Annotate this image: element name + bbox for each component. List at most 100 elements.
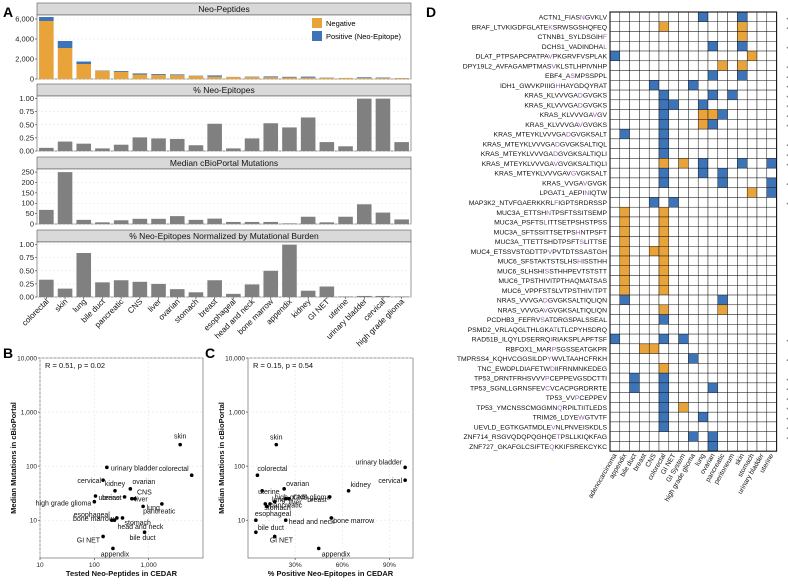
heatmap-cell xyxy=(737,402,748,413)
heatmap-cell xyxy=(697,382,709,393)
heatmap-cell xyxy=(746,80,758,91)
heatmap-cell xyxy=(688,372,699,384)
heatmap-cell xyxy=(609,148,621,159)
heatmap-cell xyxy=(756,148,768,159)
row-label: KRAS_MTEYKLVVVGADGVGKSALTIQLI xyxy=(481,151,607,158)
point-uterine xyxy=(93,494,98,498)
point-label: ovarian xyxy=(286,481,309,488)
heatmap-cell xyxy=(766,382,777,393)
bar-positive xyxy=(39,17,54,21)
heatmap-cell xyxy=(727,80,738,91)
y-tick-label: 0.25 xyxy=(19,133,34,142)
arrow-marker: ← xyxy=(785,119,788,129)
heatmap-cell xyxy=(756,226,768,237)
heatmap-cell xyxy=(678,99,689,110)
point-appendix xyxy=(316,546,321,551)
bar xyxy=(282,127,297,151)
heatmap-cell xyxy=(629,411,640,423)
heatmap-cell xyxy=(746,372,758,384)
heatmap-cell xyxy=(678,411,689,423)
heatmap-cell xyxy=(678,333,689,345)
point-label: uterine xyxy=(258,489,280,496)
heatmap-cell xyxy=(756,109,768,120)
heatmap-cell xyxy=(658,363,670,374)
heatmap-cell xyxy=(756,353,768,364)
heatmap-cell xyxy=(678,197,689,208)
heatmap-cell xyxy=(727,128,738,140)
heatmap-cell xyxy=(717,304,728,315)
bar-negative xyxy=(207,76,222,79)
heatmap-cell xyxy=(688,187,699,198)
heatmap-cell xyxy=(668,31,679,42)
heatmap-cell xyxy=(688,304,699,315)
bar-negative xyxy=(300,77,316,79)
bar xyxy=(188,145,204,151)
heatmap-cell xyxy=(766,285,777,296)
heatmap-cell xyxy=(658,382,670,393)
heatmap-cell xyxy=(737,343,748,354)
heatmap-cell xyxy=(766,41,777,52)
heatmap-cell xyxy=(707,138,719,149)
heatmap-cell xyxy=(648,392,660,403)
heatmap-cell xyxy=(639,216,650,227)
heatmap-cell xyxy=(629,372,640,384)
heatmap-cell xyxy=(697,50,709,62)
heatmap-cell xyxy=(678,21,689,32)
heatmap-cell xyxy=(678,402,689,413)
bar xyxy=(375,295,391,297)
heatmap-cell xyxy=(629,363,640,374)
heatmap-cell xyxy=(707,236,719,247)
heatmap-cell xyxy=(707,21,719,32)
point-uterine xyxy=(260,488,264,493)
heatmap-cell xyxy=(717,167,728,179)
heatmap-cell xyxy=(648,382,660,393)
heatmap-cell xyxy=(609,80,621,91)
heatmap-cell xyxy=(629,353,640,364)
point-label: lung xyxy=(272,497,285,504)
bar-negative xyxy=(356,78,372,79)
heatmap-cell xyxy=(756,275,768,286)
heatmap-cell xyxy=(619,353,630,364)
heatmap-cell xyxy=(717,216,728,227)
heatmap-cell xyxy=(717,294,728,306)
heatmap-cell xyxy=(658,99,670,110)
heatmap-cell xyxy=(658,70,670,81)
heatmap-cell xyxy=(727,187,738,198)
bar xyxy=(151,283,166,297)
heatmap-cell xyxy=(717,324,728,335)
point-label: bone marrow xyxy=(333,518,375,525)
heatmap-cell xyxy=(639,50,650,62)
point-label: appendix xyxy=(101,551,130,558)
heatmap-cell xyxy=(688,119,699,130)
heatmap-cell xyxy=(756,372,768,384)
heatmap-cell xyxy=(658,353,670,364)
heatmap-cell xyxy=(658,226,670,237)
heatmap-cell xyxy=(707,80,719,91)
heatmap-cell xyxy=(648,431,660,442)
point-pancreatic xyxy=(265,504,269,509)
bar xyxy=(394,142,409,151)
heatmap-cell xyxy=(746,11,758,22)
heatmap-cell xyxy=(629,60,640,71)
heatmap-cell xyxy=(658,128,670,140)
heatmap-cell xyxy=(727,402,738,413)
heatmap-cell xyxy=(707,363,719,374)
heatmap-cell xyxy=(737,304,748,315)
facet-title-2: Median cBioPortal Mutations xyxy=(170,158,278,168)
point-urinary-bladder xyxy=(403,465,407,470)
heatmap-cell xyxy=(766,333,777,345)
heatmap-cell xyxy=(717,80,728,91)
heatmap-cell xyxy=(756,441,768,452)
heatmap-cell xyxy=(717,372,728,384)
heatmap-cell xyxy=(629,226,640,237)
heatmap-cell xyxy=(688,392,699,403)
heatmap-cell xyxy=(737,226,748,237)
heatmap-cell xyxy=(697,158,709,169)
heatmap-cell xyxy=(619,50,630,62)
heatmap-cell xyxy=(658,119,670,130)
heatmap-cell xyxy=(737,148,748,159)
heatmap-cell xyxy=(737,60,748,71)
heatmap-cell xyxy=(737,421,748,432)
y-tick-label: 0.75 xyxy=(19,253,34,262)
heatmap-cell xyxy=(668,167,679,179)
